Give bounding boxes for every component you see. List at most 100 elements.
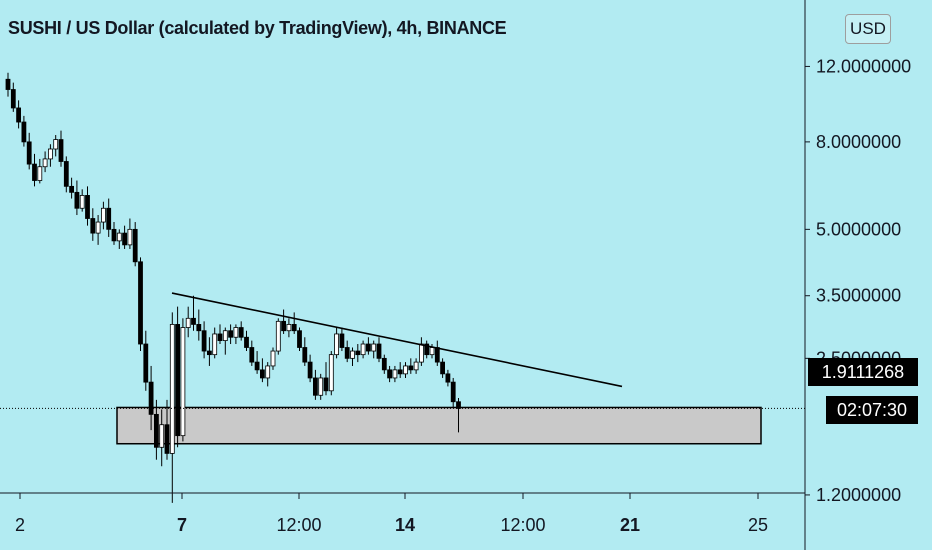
price-tick-label: 12.0000000 <box>816 56 911 76</box>
candle <box>53 135 59 157</box>
candle-body <box>175 324 181 437</box>
candle-body <box>323 377 329 392</box>
candle <box>350 347 355 366</box>
candle-body <box>365 343 371 352</box>
time-tick-label: 14 <box>395 515 415 535</box>
price-tick-label: 8.0000000 <box>816 132 901 152</box>
candle <box>254 351 260 374</box>
support-zone-rect[interactable] <box>116 406 762 445</box>
candle-body <box>169 324 175 454</box>
candle <box>286 318 292 338</box>
axes <box>0 0 806 550</box>
trendline-line[interactable] <box>171 292 623 388</box>
support-zone[interactable] <box>116 406 762 445</box>
candle-body <box>413 361 419 371</box>
last-price-label: 1.9111268 <box>808 358 918 386</box>
candle <box>69 177 74 199</box>
candle <box>48 144 53 167</box>
candle <box>180 318 186 442</box>
candle-body <box>440 361 446 375</box>
candle <box>5 72 11 97</box>
candle <box>440 358 446 378</box>
candle <box>63 156 69 193</box>
candle-body <box>196 324 202 332</box>
candle-body <box>5 78 11 90</box>
candle-body <box>116 232 122 242</box>
candle-body <box>48 148 53 160</box>
candle-body <box>302 347 308 363</box>
candle-body <box>397 369 403 375</box>
time-tick-label: 25 <box>748 515 768 535</box>
candle <box>153 399 159 460</box>
candle-body <box>206 350 212 356</box>
candle-body <box>281 320 287 332</box>
candle-body <box>339 333 345 348</box>
trendline[interactable] <box>171 292 623 388</box>
candle-body <box>275 320 281 352</box>
candle-body <box>180 327 186 437</box>
candle <box>403 362 408 378</box>
candle <box>413 358 419 374</box>
candle-body <box>307 361 313 379</box>
candle <box>164 399 170 460</box>
candle-body <box>344 347 350 359</box>
candle <box>445 369 451 387</box>
candle <box>275 318 281 355</box>
candle-body <box>228 330 234 338</box>
candle-body <box>376 343 382 359</box>
time-tick-label: 7 <box>177 515 187 535</box>
candle-body <box>381 357 387 371</box>
candle <box>259 358 265 383</box>
candle <box>381 354 387 374</box>
candle-body <box>106 207 112 230</box>
candle-body <box>132 228 138 263</box>
candle-body <box>244 336 249 348</box>
candle-countdown-label: 02:07:30 <box>826 396 918 424</box>
candle-body <box>328 354 334 392</box>
candle-body <box>101 207 106 223</box>
candle-body <box>270 350 276 367</box>
candle-body <box>418 343 424 363</box>
candle <box>26 132 32 170</box>
candle-series <box>5 72 461 503</box>
candle <box>21 115 27 147</box>
candle <box>376 337 382 363</box>
candle-body <box>201 330 207 352</box>
candle-body <box>212 333 218 356</box>
candle-body <box>153 413 159 448</box>
candle-body <box>21 121 27 143</box>
candle <box>265 362 271 387</box>
candle <box>434 340 440 366</box>
candle <box>371 340 377 359</box>
candle-body <box>42 158 48 168</box>
candle <box>122 225 127 249</box>
price-axis[interactable]: 12.00000008.00000005.00000003.50000002.5… <box>805 56 911 505</box>
candle-body <box>371 343 377 352</box>
candle-body <box>265 365 271 379</box>
price-tick-label: 5.0000000 <box>816 219 901 239</box>
candle-body <box>291 324 297 332</box>
candle <box>196 309 202 341</box>
candle-body <box>286 324 292 332</box>
candle <box>191 295 196 331</box>
candle <box>297 327 302 352</box>
candle-body <box>10 89 16 109</box>
candle <box>106 198 112 237</box>
candle-body <box>191 317 196 325</box>
currency-button[interactable]: USD <box>845 14 891 44</box>
candle <box>10 82 16 112</box>
time-axis[interactable]: 2 7 12:00 14 12:00 21 25 <box>15 493 768 535</box>
candle-body <box>249 347 255 363</box>
price-tick-label: 3.5000000 <box>816 286 901 306</box>
candle <box>392 365 398 383</box>
candle <box>397 362 403 378</box>
candle-body <box>233 327 239 338</box>
candle <box>312 369 318 400</box>
candle-body <box>403 365 408 375</box>
candle-body <box>127 228 133 246</box>
candle <box>159 409 165 467</box>
candle <box>360 340 366 359</box>
candle <box>328 351 334 396</box>
candle <box>424 340 430 359</box>
